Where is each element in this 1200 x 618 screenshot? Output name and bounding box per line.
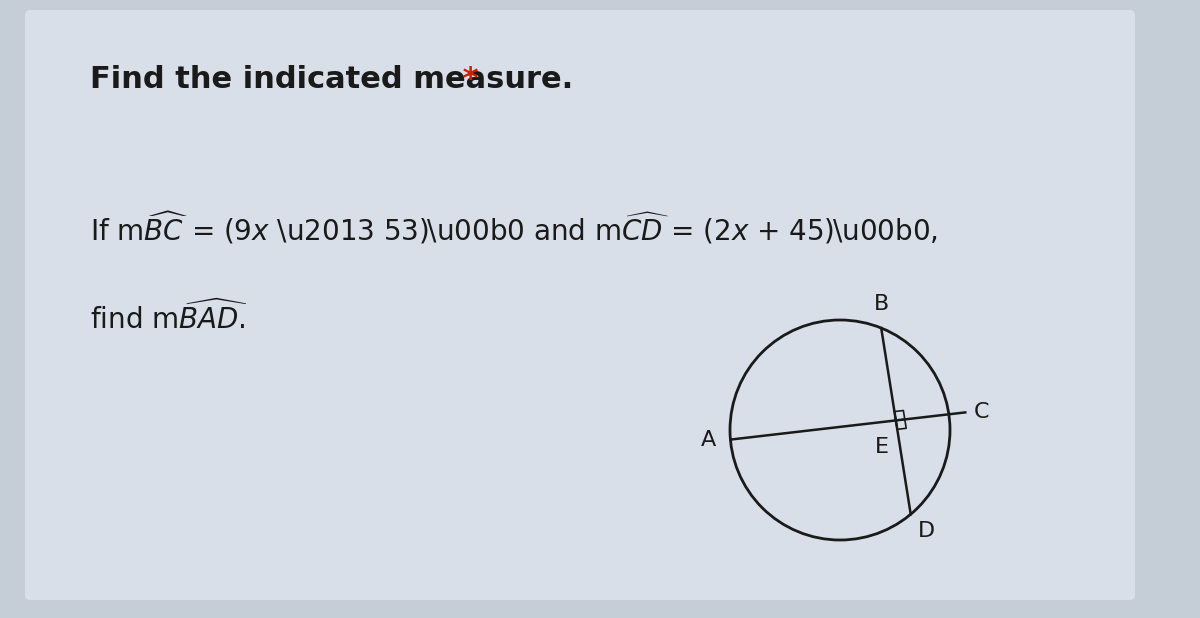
Text: Find the indicated measure.: Find the indicated measure. xyxy=(90,65,574,94)
Text: D: D xyxy=(918,521,935,541)
Text: find m$\widehat{BAD}$.: find m$\widehat{BAD}$. xyxy=(90,300,247,335)
Text: E: E xyxy=(875,437,889,457)
Text: B: B xyxy=(874,294,889,314)
Text: C: C xyxy=(973,402,989,422)
Text: *: * xyxy=(451,65,479,94)
FancyBboxPatch shape xyxy=(25,10,1135,600)
Text: If m$\widehat{BC}$ = (9$x$ \u2013 53)\u00b0 and m$\widehat{CD}$ = (2$x$ + 45)\u0: If m$\widehat{BC}$ = (9$x$ \u2013 53)\u0… xyxy=(90,210,938,247)
Text: A: A xyxy=(701,430,716,449)
